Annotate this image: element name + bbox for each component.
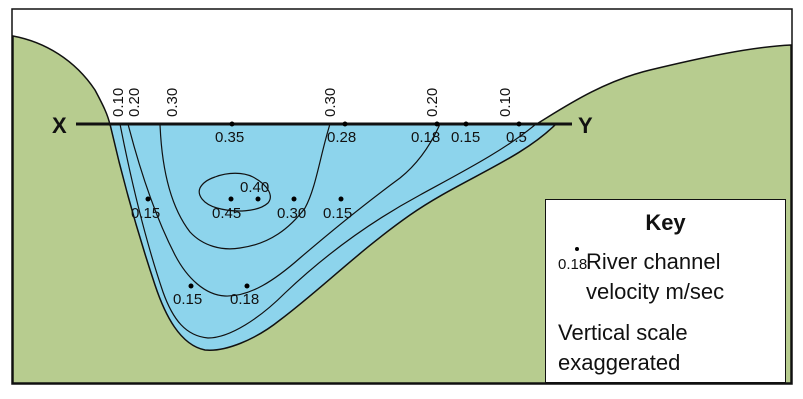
contour-0-30 <box>159 123 331 250</box>
velocity-value: 0.28 <box>327 129 356 146</box>
velocity-dot <box>145 196 151 202</box>
velocity-dot <box>463 121 469 127</box>
velocity-value: 0.15 <box>323 205 352 222</box>
velocity-dot <box>342 121 348 127</box>
contour-label-0-20-right: 0.20 <box>424 88 441 117</box>
velocity-value: 0.45 <box>212 205 241 222</box>
label-x: X <box>52 113 67 138</box>
contour-label-0-30-right: 0.30 <box>322 88 339 117</box>
contour-0-20 <box>127 123 441 297</box>
velocity-point: 0.15 <box>323 196 352 222</box>
velocity-dot <box>229 121 235 127</box>
velocity-dot <box>516 121 522 127</box>
contour-label-0-10-right: 0.10 <box>497 88 514 117</box>
contour-0-10 <box>119 123 537 339</box>
contour-label-0-30-left: 0.30 <box>164 88 181 117</box>
velocity-point: 0.18 <box>230 283 259 308</box>
velocity-value: 0.15 <box>451 129 480 146</box>
key-description-line2: velocity m/sec <box>586 279 725 304</box>
velocity-point: 0.15 <box>131 196 160 222</box>
velocity-point: 0.15 <box>173 283 202 308</box>
velocity-point: 0.28 <box>327 121 356 146</box>
contour-0-40 <box>198 172 271 212</box>
velocity-point: 0.40 <box>240 179 269 202</box>
key-note-line2: exaggerated <box>558 350 681 375</box>
contour-label-0-10-left: 0.10 <box>110 88 127 117</box>
velocity-dot <box>338 196 344 202</box>
velocity-point: 0.45 <box>212 196 241 222</box>
key-box: Key 0.18 River channel velocity m/sec Ve… <box>545 199 786 383</box>
velocity-value: 0.15 <box>131 205 160 222</box>
velocity-value: 0.35 <box>215 129 244 146</box>
key-sample-value: 0.18 <box>558 256 588 273</box>
velocity-point: 0.15 <box>451 121 480 146</box>
key-description-line1: River channel <box>586 249 721 274</box>
velocity-value: 0.18 <box>411 129 440 146</box>
velocity-dot <box>255 196 261 202</box>
key-sample-dot <box>575 247 579 251</box>
velocity-dot <box>188 283 194 289</box>
velocity-value: 0.18 <box>230 291 259 308</box>
velocity-value: 0.40 <box>240 179 269 196</box>
velocity-point: 0.5 <box>506 121 527 146</box>
velocity-value: 0.5 <box>506 129 527 146</box>
velocity-value: 0.15 <box>173 291 202 308</box>
velocity-value: 0.30 <box>277 205 306 222</box>
velocity-dot <box>244 283 250 289</box>
velocity-dot <box>228 196 234 202</box>
velocity-point: 0.18 <box>411 121 440 146</box>
velocity-point: 0.35 <box>215 121 244 146</box>
velocity-point: 0.30 <box>277 196 306 222</box>
key-note-line1: Vertical scale <box>558 320 688 345</box>
contour-label-0-20-left: 0.20 <box>126 88 143 117</box>
velocity-dot <box>291 196 297 202</box>
key-title: Key <box>645 210 686 235</box>
velocity-dot <box>434 121 440 127</box>
label-y: Y <box>578 113 593 138</box>
river-channel <box>109 123 558 351</box>
